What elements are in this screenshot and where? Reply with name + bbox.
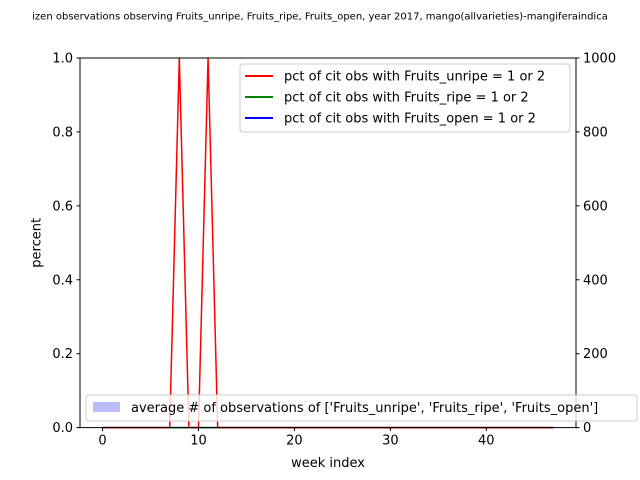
y-tick-label: 0.6 <box>52 199 73 214</box>
y-tick-label: 1.0 <box>52 52 73 67</box>
x-tick-label: 20 <box>286 434 303 449</box>
x-tick-label: 0 <box>98 434 106 449</box>
legend-top-right: pct of cit obs with Fruits_unripe = 1 or… <box>239 63 571 133</box>
y2-tick-label: 1000 <box>583 52 616 67</box>
legend-label-open: pct of cit obs with Fruits_open = 1 or 2 <box>284 112 536 127</box>
legend-label-average-observations: average # of observations of ['Fruits_un… <box>131 401 598 416</box>
legend-label-unripe: pct of cit obs with Fruits_unripe = 1 or… <box>284 70 545 85</box>
legend-swatch-average-observations <box>93 402 120 412</box>
legend2-box <box>85 394 638 422</box>
plot-frame <box>79 57 577 429</box>
y2-tick-label: 200 <box>583 347 608 362</box>
y-axis-label: percent <box>30 218 45 268</box>
y2-tick-label: 800 <box>583 125 608 140</box>
y-tick-label: 0.0 <box>52 421 73 436</box>
y2-tick-label: 600 <box>583 199 608 214</box>
x-tick-label: 10 <box>190 434 207 449</box>
y-axis-right: 0 200 400 600 800 1000 <box>576 52 616 436</box>
y-axis-left: 0.0 0.2 0.4 0.6 0.8 1.0 <box>52 52 80 436</box>
x-axis-label: week index <box>291 456 365 471</box>
y2-tick-label: 400 <box>583 273 608 288</box>
x-tick-label: 40 <box>478 434 495 449</box>
legend-lower-left: average # of observations of ['Fruits_un… <box>85 394 638 422</box>
y-tick-label: 0.8 <box>52 125 73 140</box>
y-tick-label: 0.2 <box>52 347 73 362</box>
x-tick-label: 30 <box>382 434 399 449</box>
chart-title: izen observations observing Fruits_unrip… <box>32 12 608 23</box>
legend-box <box>239 63 571 133</box>
y2-tick-label: 0 <box>583 421 591 436</box>
legend-label-ripe: pct of cit obs with Fruits_ripe = 1 or 2 <box>284 91 529 106</box>
x-axis: 0 10 20 30 40 <box>98 427 495 449</box>
y-tick-label: 0.4 <box>52 273 73 288</box>
